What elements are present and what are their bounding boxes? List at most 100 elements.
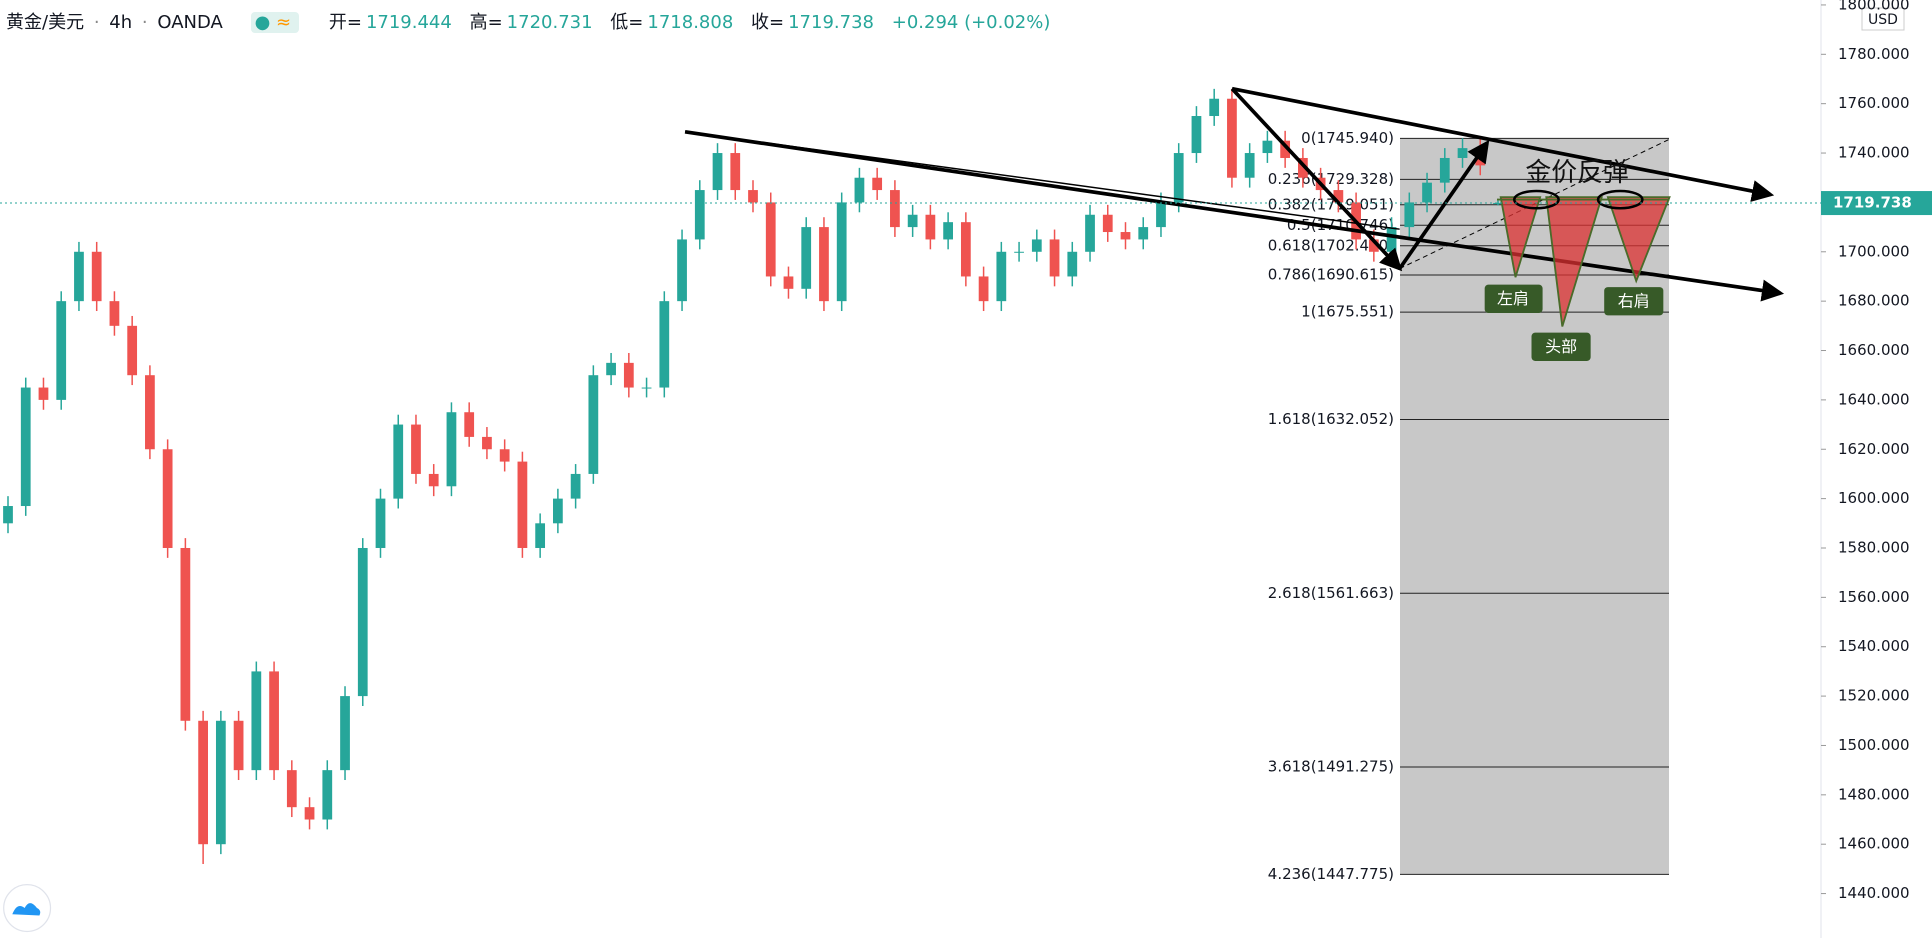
candle-body	[180, 547, 191, 721]
candle-body	[428, 473, 439, 487]
candle-body	[623, 362, 634, 388]
y-tick-label: 1460.000	[1838, 835, 1910, 853]
candle-body	[145, 375, 155, 450]
ellipse	[1596, 189, 1644, 210]
dot: ·	[93, 12, 100, 33]
arrow	[1230, 87, 1403, 272]
candle-body	[1404, 202, 1415, 228]
fib-label: 0.786(1690.615)	[1268, 265, 1394, 283]
high-value: 1720.731	[506, 12, 593, 33]
candle-body	[56, 301, 67, 400]
candle-body	[677, 239, 687, 302]
y-tick-label: 1600.000	[1838, 489, 1910, 507]
head-shape	[1545, 196, 1603, 327]
candle-body	[446, 412, 457, 487]
candle-body	[38, 387, 49, 400]
y-tick-label: 1520.000	[1838, 687, 1910, 705]
y-tick-label: 1580.000	[1838, 538, 1910, 556]
fib-label: 1(1675.551)	[1301, 303, 1394, 321]
header: 黄金/美元 · 4h · OANDA ● ≈ 开= 1719.444 高= 1720…	[6, 8, 1062, 34]
candle-body	[960, 222, 971, 277]
fib-label: 0.236(1729.328)	[1268, 170, 1394, 188]
drawings: 金价反弹 左肩 头部 右肩	[3, 86, 1785, 933]
label: 开=	[328, 12, 362, 33]
candle-body	[322, 770, 333, 820]
candle-body	[1368, 239, 1379, 252]
candle-body	[1138, 227, 1149, 240]
candle-body	[1014, 251, 1024, 253]
logo-icon	[12, 903, 41, 916]
candle-body	[109, 301, 120, 326]
low-value: 1718.808	[647, 12, 734, 33]
candle-body	[1191, 116, 1202, 154]
y-tick-label: 1640.000	[1838, 390, 1910, 408]
candle-body	[907, 214, 918, 228]
y-tick-label: 1760.000	[1838, 94, 1910, 112]
candle-body	[535, 523, 546, 548]
y-tick-label: 1660.000	[1838, 341, 1910, 359]
candle-body	[1227, 98, 1237, 178]
trend-arrow	[1231, 86, 1775, 202]
fib-label: 4.236(1447.775)	[1268, 865, 1394, 883]
candle-body	[872, 177, 883, 191]
candle-body	[996, 251, 1007, 302]
candle-body	[641, 387, 652, 389]
candle-body	[286, 770, 297, 808]
left-shoulder-shape	[1499, 196, 1542, 278]
candle-body	[340, 696, 350, 771]
candle-body	[659, 301, 670, 388]
candle-body	[1298, 157, 1308, 178]
candle-body	[854, 177, 865, 203]
candle-body	[730, 153, 741, 191]
candle-body	[304, 807, 315, 820]
candle-body	[819, 227, 829, 302]
fib-label: 2.618(1561.663)	[1268, 584, 1394, 602]
ellipse	[1513, 189, 1560, 210]
candle-body	[1102, 214, 1113, 233]
trend-line	[684, 131, 1400, 230]
label: 头部	[1545, 337, 1577, 356]
candle-body	[375, 498, 386, 548]
candle-body	[1262, 140, 1273, 154]
fib-box	[1400, 138, 1669, 875]
candle-body	[1156, 202, 1166, 228]
label-box	[1484, 284, 1543, 313]
candle-body	[801, 227, 812, 289]
candle-body	[1244, 153, 1255, 178]
label-box	[1531, 332, 1591, 362]
fib-label: 0.5(1710.746)	[1287, 216, 1394, 234]
candle-body	[1120, 232, 1131, 240]
y-tick-label: 1560.000	[1838, 588, 1910, 606]
candle-body	[74, 251, 84, 302]
status-badge[interactable]: ● ≈	[250, 12, 300, 33]
candle-body	[1085, 214, 1095, 252]
open-value: 1719.444	[365, 12, 452, 33]
label: 右肩	[1618, 291, 1650, 310]
candle-body	[517, 461, 528, 548]
candle-body	[499, 449, 510, 462]
candle-body	[1386, 227, 1397, 252]
y-tick-label: 1780.000	[1838, 45, 1910, 63]
fib-label: 0.382(1719.051)	[1268, 195, 1394, 213]
candle-body	[198, 720, 208, 845]
candle-body	[765, 202, 776, 277]
candle-body	[783, 276, 794, 289]
candle-body	[1493, 203, 1503, 205]
candle-body	[943, 222, 953, 240]
candle-body	[91, 251, 102, 302]
candle-body	[127, 325, 138, 376]
candle-body	[269, 671, 279, 771]
candle-body	[251, 671, 262, 771]
candle-body	[588, 375, 599, 474]
candle-body	[1333, 190, 1344, 203]
candle-body	[162, 449, 173, 548]
candle-body	[1067, 251, 1078, 277]
candle-body	[393, 424, 404, 499]
label: 左肩	[1497, 289, 1529, 308]
y-tick-label: 1700.000	[1838, 242, 1910, 260]
currency-box	[1861, 7, 1905, 31]
y-tick-label: 1740.000	[1838, 144, 1910, 162]
candle-body	[978, 276, 989, 302]
candle-body	[748, 190, 758, 203]
